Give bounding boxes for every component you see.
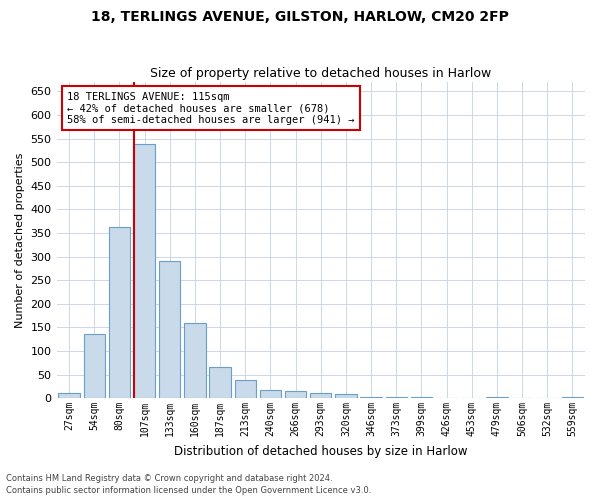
Bar xyxy=(134,144,155,398)
Bar xyxy=(58,394,80,398)
Bar xyxy=(285,391,307,398)
X-axis label: Distribution of detached houses by size in Harlow: Distribution of detached houses by size … xyxy=(174,444,467,458)
Text: 18, TERLINGS AVENUE, GILSTON, HARLOW, CM20 2FP: 18, TERLINGS AVENUE, GILSTON, HARLOW, CM… xyxy=(91,10,509,24)
Bar xyxy=(361,396,382,398)
Text: 18 TERLINGS AVENUE: 115sqm
← 42% of detached houses are smaller (678)
58% of sem: 18 TERLINGS AVENUE: 115sqm ← 42% of deta… xyxy=(67,92,355,124)
Bar xyxy=(310,394,331,398)
Bar xyxy=(209,366,231,398)
Bar xyxy=(159,261,181,398)
Bar xyxy=(562,396,583,398)
Bar xyxy=(83,334,105,398)
Bar xyxy=(486,396,508,398)
Bar xyxy=(109,228,130,398)
Y-axis label: Number of detached properties: Number of detached properties xyxy=(15,152,25,328)
Bar xyxy=(386,396,407,398)
Bar xyxy=(335,394,356,398)
Bar xyxy=(411,397,432,398)
Bar xyxy=(260,390,281,398)
Bar xyxy=(184,322,206,398)
Bar xyxy=(235,380,256,398)
Text: Contains HM Land Registry data © Crown copyright and database right 2024.
Contai: Contains HM Land Registry data © Crown c… xyxy=(6,474,371,495)
Title: Size of property relative to detached houses in Harlow: Size of property relative to detached ho… xyxy=(150,66,491,80)
